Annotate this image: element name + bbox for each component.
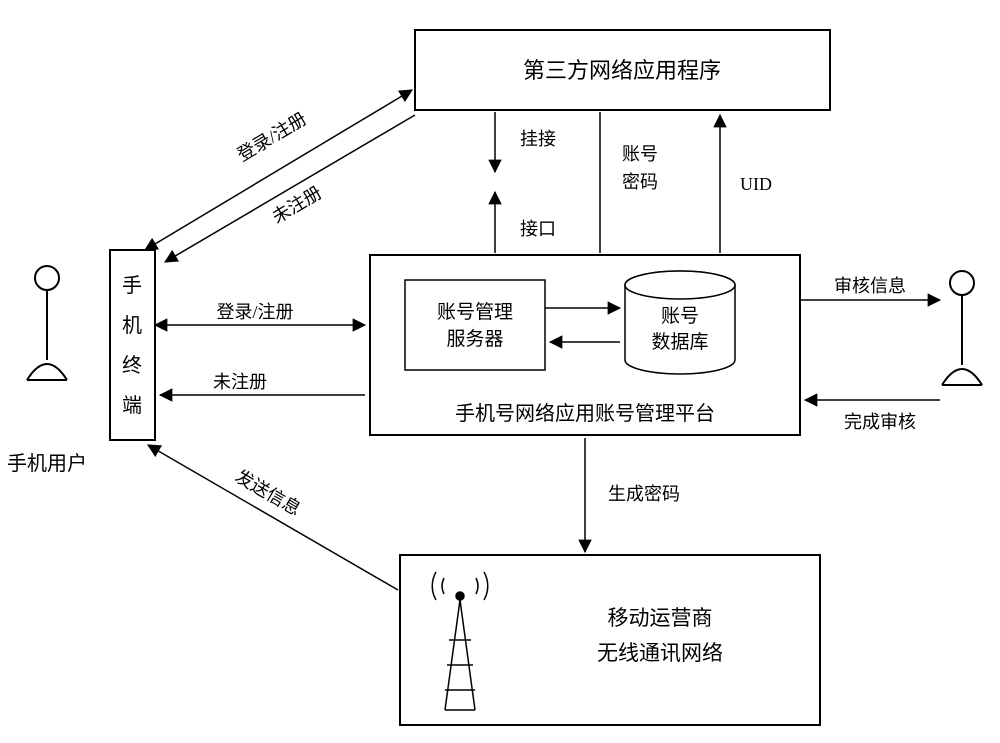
terminal-char-3: 终 — [122, 354, 142, 377]
terminal-char-4: 端 — [122, 394, 142, 417]
interface-label: 接口 — [520, 219, 556, 239]
uid-label: UID — [740, 174, 772, 194]
acct-pw-label-2: 密码 — [622, 172, 658, 192]
send-info-label: 发送信息 — [232, 466, 304, 519]
phone-user-icon — [27, 266, 67, 380]
unregistered-top-label: 未注册 — [269, 182, 326, 227]
terminal-char-1: 手 — [122, 274, 142, 297]
phone-user-caption: 手机用户 — [7, 452, 87, 475]
platform-label: 手机号网络应用账号管理平台 — [455, 402, 715, 425]
third-party-app-label: 第三方网络应用程序 — [523, 58, 721, 83]
complete-audit-label: 完成审核 — [844, 412, 916, 432]
unregistered-mid-label: 未注册 — [213, 372, 267, 392]
acct-server-label-2: 服务器 — [446, 328, 503, 350]
acct-db-label-1: 账号 — [661, 305, 699, 327]
audit-info-label: 审核信息 — [834, 276, 906, 296]
acct-server-label-1: 账号管理 — [437, 301, 513, 323]
acct-pw-label-1: 账号 — [622, 144, 658, 164]
terminal-char-2: 机 — [122, 314, 142, 337]
auditor-icon — [942, 271, 982, 385]
acct-db-label-2: 数据库 — [651, 331, 708, 353]
carrier-label-1: 移动运营商 — [608, 606, 713, 630]
login-register-top-label: 登录/注册 — [234, 108, 310, 165]
diagram-canvas: 第三方网络应用程序 手机号网络应用账号管理平台 账号管理 服务器 账号 数据库 … — [0, 0, 1000, 743]
carrier-label-2: 无线通讯网络 — [597, 641, 723, 665]
send-info-arrow — [148, 445, 398, 590]
acct-server-box — [405, 280, 545, 370]
hangup-label: 挂接 — [520, 129, 556, 149]
login-register-mid-label: 登录/注册 — [216, 302, 293, 322]
gen-password-label: 生成密码 — [608, 484, 680, 504]
